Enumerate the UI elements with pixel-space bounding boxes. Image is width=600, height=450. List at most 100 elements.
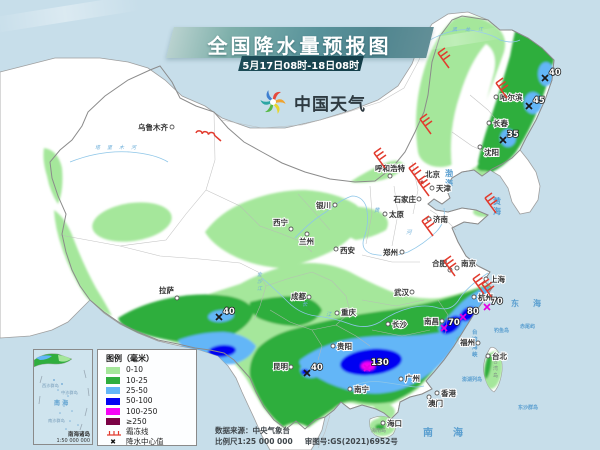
legend-frost-row: 霜冻线 — [106, 427, 196, 437]
legend-color-swatch — [106, 376, 120, 384]
forecast-period: 5月17日08时-18日08时 — [242, 61, 360, 72]
china-border — [49, 15, 555, 430]
city-marker — [426, 394, 432, 400]
wind-barb-icon — [472, 273, 486, 295]
city-label: 海口 — [387, 418, 402, 428]
city-marker — [304, 231, 310, 237]
city-label: 香港 — [440, 388, 456, 398]
wind-barb-stroke — [495, 77, 509, 99]
legend-row: 25-50 — [106, 386, 196, 396]
legend-range-label: 25-50 — [126, 385, 148, 395]
city-marker — [333, 246, 339, 252]
wind-barb-icon — [481, 278, 495, 300]
geo-text-label: 东海 — [511, 298, 555, 308]
frost-line — [195, 130, 222, 142]
inset-island-label: 南 海 — [54, 399, 68, 407]
city-marker — [288, 226, 294, 232]
city-label: 哈尔滨 — [500, 92, 523, 102]
precip-center-value: 35 — [507, 130, 519, 140]
city-marker — [398, 376, 404, 382]
svg-text:南海诸岛: 南海诸岛 — [68, 430, 91, 438]
city-marker — [385, 321, 391, 327]
city-label: 济南 — [433, 214, 448, 224]
precip-center-value: 40 — [549, 68, 561, 78]
inset-island-label: 南沙群岛 — [48, 417, 65, 424]
geo-text-label: 长 — [302, 301, 308, 308]
city-marker — [477, 144, 483, 150]
precip-center-mark — [363, 364, 371, 372]
wind-barb-stroke — [481, 278, 495, 300]
city-label: 拉萨 — [159, 285, 174, 295]
city-label: 贵阳 — [337, 341, 352, 351]
geo-text-label: 钓鱼岛 — [494, 327, 509, 334]
city-label: 沈阳 — [484, 147, 499, 157]
logo-text: 中国天气 — [294, 94, 366, 115]
city-label: 西宁 — [273, 217, 288, 227]
legend-title: 图例（毫米） — [106, 354, 154, 363]
precip-center-mark — [459, 313, 467, 321]
wind-barb-stroke — [443, 255, 457, 277]
legend-color-swatch — [106, 397, 120, 405]
city-label: 台北 — [492, 351, 507, 361]
precip-center-value: 40 — [311, 363, 323, 373]
legend-range-label: 100-250 — [126, 406, 158, 416]
city-label: 乌鲁木齐 — [138, 122, 168, 132]
geo-text-label: 南海 — [423, 426, 483, 439]
wind-barb-stroke — [417, 175, 431, 197]
city-marker — [330, 343, 336, 349]
city-label: 石家庄 — [393, 194, 417, 204]
foreign-borders — [221, 39, 429, 129]
city-label: 南宁 — [354, 384, 369, 394]
wind-barb-stroke — [484, 192, 498, 214]
geo-text-label: 黄海 — [493, 196, 501, 216]
scale-text: 比例尺1:25 000 000 — [215, 437, 293, 446]
city-label: 福州 — [459, 337, 475, 347]
wind-barb-icon — [419, 113, 433, 135]
wind-barb-icon — [421, 215, 435, 237]
data-source-text: 数据来源：中央气象台 — [215, 426, 290, 435]
city-marker — [416, 196, 422, 202]
wind-barb-icon — [373, 147, 387, 169]
city-marker — [409, 289, 415, 295]
city-label: 南京 — [461, 258, 476, 268]
city-marker — [454, 265, 460, 271]
city-marker — [485, 353, 491, 359]
legend-range-label: ≥250 — [126, 416, 147, 426]
precip-center-value: 45 — [533, 96, 545, 106]
precip-center-mark — [499, 136, 507, 144]
city-label: 长春 — [493, 118, 508, 128]
precip-center-mark — [440, 324, 448, 332]
city-label: 成都 — [291, 291, 306, 301]
city-marker — [169, 124, 175, 130]
city-marker — [347, 386, 353, 392]
city-marker — [429, 185, 435, 191]
city-label: 呼和浩特 — [375, 163, 405, 173]
wind-barb-icon — [437, 47, 451, 69]
precip-center-value: 70 — [448, 318, 460, 328]
geo-text-label: 台湾岛 — [493, 358, 498, 379]
city-label: 天津 — [436, 183, 451, 193]
wind-barb-stroke — [408, 162, 422, 184]
city-label: 上海 — [490, 274, 505, 284]
wind-barb-icon — [408, 162, 422, 184]
legend-box: 图例（毫米） 0-10 10-25 25-50 50-100 100-250 ≥250 霜… — [97, 349, 197, 446]
geo-text-label: 黄 — [374, 207, 381, 214]
map-credits-text: 比例尺1:25 000 000 审图号:GS(2021)6952号 — [215, 436, 410, 447]
city-label: 广州 — [405, 373, 420, 383]
city-marker — [288, 364, 294, 370]
legend-row: 10-25 — [106, 375, 196, 385]
geo-text-label: 河 — [406, 229, 413, 236]
legend-row: 100-250 — [106, 406, 196, 416]
geo-text-label: 海南岛 — [371, 427, 386, 434]
geo-text-label: 黑龙江 — [452, 26, 491, 33]
wind-barb-icon — [417, 175, 431, 197]
city-marker — [332, 202, 338, 208]
wind-barb-stroke — [419, 113, 433, 135]
city-marker — [380, 420, 386, 426]
wind-barb-stroke — [437, 47, 451, 69]
city-label: 南昌 — [424, 316, 439, 326]
inset-island-label: 中沙群岛 — [61, 389, 78, 396]
city-marker — [334, 310, 340, 316]
